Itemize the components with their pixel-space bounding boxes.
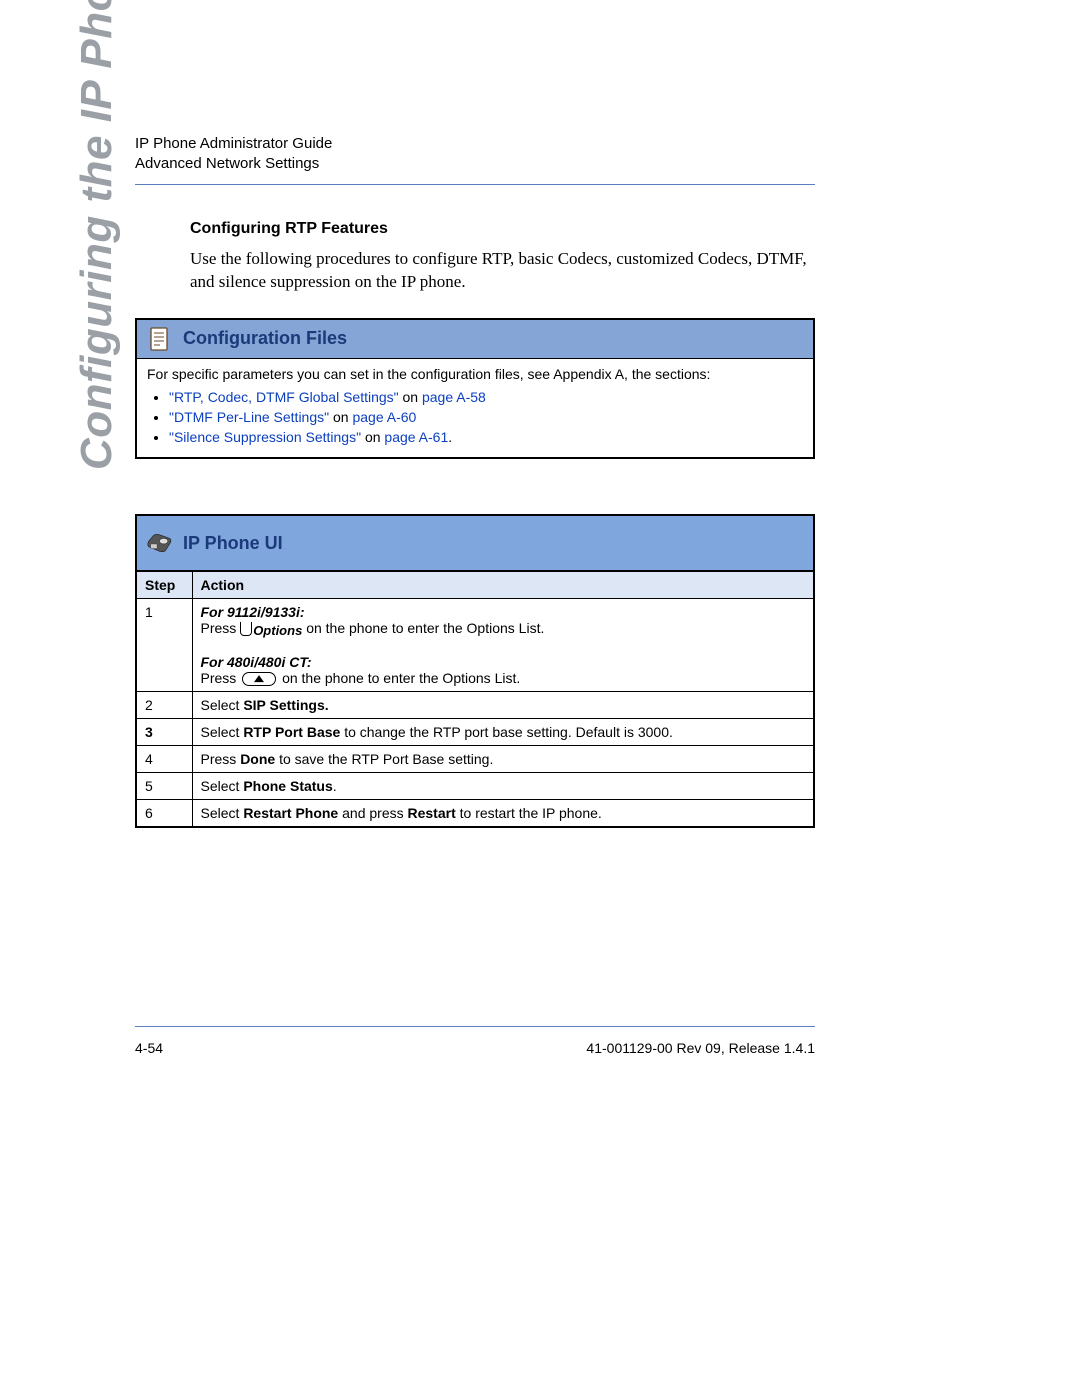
list-item: "DTMF Per-Line Settings" on page A-60 (169, 408, 803, 427)
ip-phone-ui-title: IP Phone UI (183, 533, 283, 554)
config-files-header: Configuration Files (137, 320, 813, 359)
page-link[interactable]: page A-58 (422, 389, 486, 405)
step-action: Select Restart Phone and press Restart t… (192, 800, 813, 827)
step-action: For 9112i/9133i: Press Options on the ph… (192, 599, 813, 692)
list-item: "RTP, Codec, DTMF Global Settings" on pa… (169, 388, 803, 407)
action-bold: Restart (408, 805, 456, 821)
action-text: to change the RTP port base setting. Def… (340, 724, 673, 740)
page-number: 4-54 (135, 1040, 163, 1056)
press-text: Press (201, 620, 241, 636)
action-text: and press (338, 805, 407, 821)
action-text: to save the RTP Port Base setting. (275, 751, 493, 767)
doc-title: IP Phone Administrator Guide (135, 135, 815, 152)
action-text: to restart the IP phone. (456, 805, 602, 821)
model-label: For 9112i/9133i: (201, 604, 305, 620)
footer: 4-54 41-001129-00 Rev 09, Release 1.4.1 (135, 1040, 815, 1056)
up-arrow-button-icon (242, 672, 276, 686)
action-bold: Done (240, 751, 275, 767)
action-text: Select (201, 697, 244, 713)
config-files-list: "RTP, Codec, DTMF Global Settings" on pa… (147, 388, 803, 447)
table-header-row: Step Action (137, 572, 813, 599)
col-action-header: Action (192, 572, 813, 599)
list-mid: on (361, 429, 384, 445)
page: Configuring the IP Phones IP Phone Admin… (0, 0, 1080, 1397)
action-text: Select (201, 805, 244, 821)
step-number: 5 (137, 773, 192, 800)
col-step-header: Step (137, 572, 192, 599)
step-action: Select RTP Port Base to change the RTP p… (192, 719, 813, 746)
config-files-title: Configuration Files (183, 328, 347, 349)
action-text: . (333, 778, 337, 794)
step-number: 4 (137, 746, 192, 773)
table-row: 4 Press Done to save the RTP Port Base s… (137, 746, 813, 773)
ip-phone-ui-box: IP Phone UI Step Action 1 For 9112i/9133… (135, 514, 815, 828)
page-link[interactable]: page A-61 (384, 429, 448, 445)
action-bold: RTP Port Base (243, 724, 340, 740)
options-label: Options (253, 623, 302, 638)
config-files-box: Configuration Files For specific paramet… (135, 318, 815, 460)
link-text[interactable]: "DTMF Per-Line Settings" (169, 409, 329, 425)
steps-table: Step Action 1 For 9112i/9133i: Press Opt… (137, 571, 813, 826)
action-bold: SIP Settings. (243, 697, 328, 713)
table-row: 5 Select Phone Status. (137, 773, 813, 800)
table-row: 1 For 9112i/9133i: Press Options on the … (137, 599, 813, 692)
step-number: 6 (137, 800, 192, 827)
list-mid: on (329, 409, 352, 425)
action-text: Select (201, 724, 244, 740)
step-action: Press Done to save the RTP Port Base set… (192, 746, 813, 773)
action-bold: Restart Phone (243, 805, 338, 821)
link-text[interactable]: "RTP, Codec, DTMF Global Settings" (169, 389, 399, 405)
content-area: IP Phone Administrator Guide Advanced Ne… (135, 135, 815, 828)
press-text: on the phone to enter the Options List. (282, 670, 520, 686)
options-button-icon: Options (240, 621, 302, 638)
section-intro: Use the following procedures to configur… (190, 248, 815, 294)
section-heading: Configuring RTP Features (190, 220, 815, 238)
step-number: 3 (137, 719, 192, 746)
document-icon (145, 326, 173, 352)
press-text: on the phone to enter the Options List. (306, 620, 544, 636)
side-chapter-title: Configuring the IP Phones (72, 0, 122, 470)
link-text[interactable]: "Silence Suppression Settings" (169, 429, 361, 445)
action-text: Select (201, 778, 244, 794)
action-bold: Phone Status (243, 778, 332, 794)
config-files-body: For specific parameters you can set in t… (137, 359, 813, 458)
phone-icon (145, 530, 173, 556)
header-rule (135, 184, 815, 185)
config-files-lead: For specific parameters you can set in t… (147, 366, 710, 382)
page-link[interactable]: page A-60 (352, 409, 416, 425)
press-text: Press (201, 670, 241, 686)
table-row: 6 Select Restart Phone and press Restart… (137, 800, 813, 827)
table-row: 3 Select RTP Port Base to change the RTP… (137, 719, 813, 746)
step-number: 1 (137, 599, 192, 692)
list-item: "Silence Suppression Settings" on page A… (169, 428, 803, 447)
doc-subtitle: Advanced Network Settings (135, 155, 815, 172)
list-mid: on (399, 389, 422, 405)
model-label: For 480i/480i CT: (201, 654, 312, 670)
step-number: 2 (137, 692, 192, 719)
table-row: 2 Select SIP Settings. (137, 692, 813, 719)
action-text: Press (201, 751, 241, 767)
footer-rule (135, 1026, 815, 1027)
step-action: Select Phone Status. (192, 773, 813, 800)
ip-phone-ui-header: IP Phone UI (137, 516, 813, 571)
step-action: Select SIP Settings. (192, 692, 813, 719)
doc-revision: 41-001129-00 Rev 09, Release 1.4.1 (586, 1040, 815, 1056)
